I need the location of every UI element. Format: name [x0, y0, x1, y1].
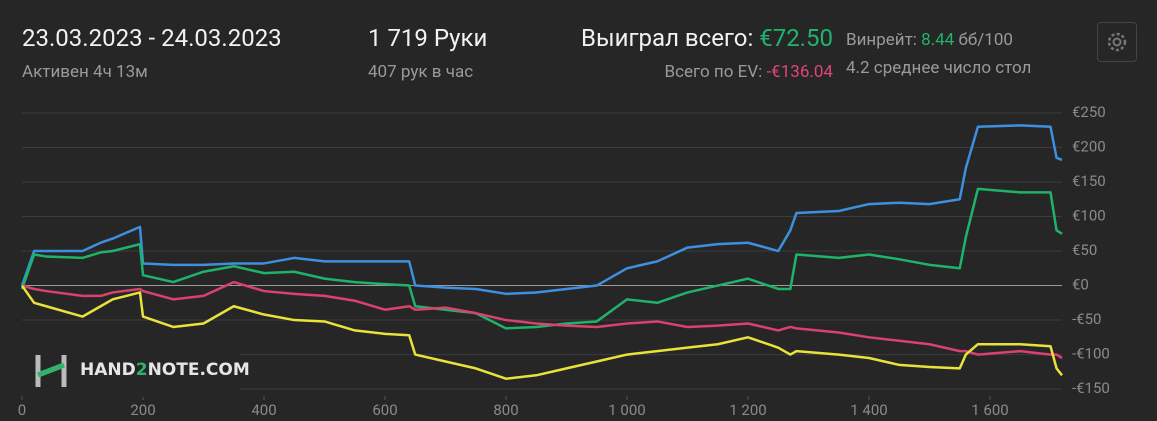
y-tick-label: -€100	[1072, 345, 1110, 363]
won-label: Выиграл всего:	[581, 24, 754, 52]
y-tick-label: €0	[1072, 276, 1089, 294]
hands-per-hour: 407 рук в час	[368, 62, 474, 82]
winrate-value: 8.44	[921, 30, 955, 50]
watermark: HAND2NOTE.COM	[22, 343, 250, 397]
winrate-unit: бб/100	[958, 30, 1013, 50]
ev-total: Всего по EV: -€136.04	[665, 62, 833, 82]
x-tick-label: 400	[251, 401, 276, 419]
y-tick-label: -€150	[1072, 379, 1110, 397]
x-tick-label: 0	[18, 401, 26, 419]
ev-value: -€136.04	[766, 62, 833, 82]
y-tick-label: €200	[1072, 137, 1106, 155]
y-tick-label: €100	[1072, 206, 1106, 224]
x-tick-label: 1 000	[608, 401, 645, 419]
active-time: Активен 4ч 13м	[22, 62, 148, 82]
won-value: €72.50	[759, 24, 833, 52]
wm-part: HAND	[80, 360, 136, 380]
series-line	[20, 187, 1063, 330]
hands: 1 719 Руки	[368, 24, 488, 52]
x-tick-label: 800	[493, 401, 518, 419]
x-tick-label: 200	[130, 401, 155, 419]
winrate: Винрейт: 8.44 бб/100	[846, 30, 1013, 50]
settings-button[interactable]	[1097, 22, 1137, 62]
x-tick-label: 600	[372, 401, 397, 419]
wm-part: 2	[135, 360, 148, 380]
winrate-label: Винрейт:	[846, 30, 917, 50]
y-tick-label: -€50	[1072, 310, 1101, 328]
y-tick-label: €250	[1072, 103, 1106, 121]
watermark-text: HAND2NOTE.COM	[80, 360, 250, 380]
series-line	[20, 284, 1063, 380]
wm-part: NOTE.COM	[147, 360, 250, 380]
tables: 4.2 среднее число стол	[846, 58, 1032, 78]
date-range: 23.03.2023 - 24.03.2023	[22, 24, 282, 52]
x-tick-label: 1 600	[971, 401, 1008, 419]
y-tick-label: €50	[1072, 241, 1097, 259]
x-tick-label: 1 200	[729, 401, 766, 419]
series-line	[20, 124, 1063, 296]
x-tick-label: 1 400	[850, 401, 887, 419]
ev-label: Всего по EV:	[664, 62, 763, 82]
y-tick-label: €150	[1072, 172, 1106, 190]
won-total: Выиграл всего: €72.50	[581, 24, 833, 52]
logo	[35, 355, 67, 387]
series-line	[21, 280, 1063, 360]
settings-icon	[1107, 32, 1127, 52]
